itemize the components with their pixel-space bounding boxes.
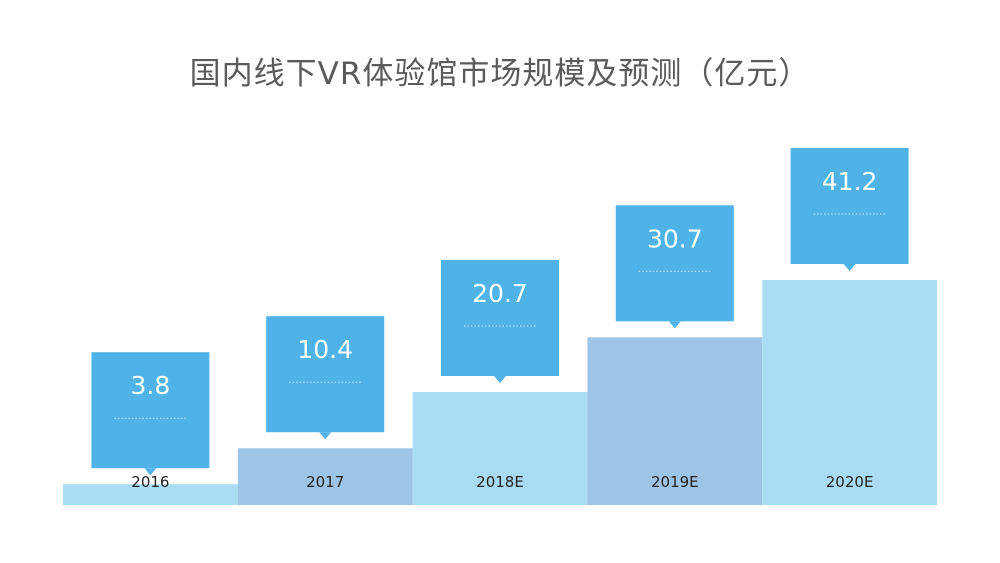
bar-2020E (762, 280, 937, 505)
callout-box-2017 (266, 316, 385, 433)
callout-box-2016 (91, 352, 210, 469)
bar-2017 (237, 448, 413, 505)
data-label-2017: 10.4 (297, 335, 353, 364)
category-label-2020E: 2020E (826, 473, 874, 491)
data-label-2018E: 20.7 (472, 279, 528, 308)
data-label-2016: 3.8 (131, 371, 171, 400)
callout-box-2020E (790, 148, 909, 264)
bar-2016 (63, 484, 238, 505)
callout-pointer-2016 (144, 468, 157, 476)
callout-pointer-2019E (668, 321, 681, 329)
callout-pointer-2020E (843, 264, 856, 271)
callout-pointer-2017 (319, 432, 332, 440)
chart-title: 国内线下VR体验馆市场规模及预测（亿元） (189, 56, 811, 92)
category-label-2018E: 2018E (476, 473, 524, 491)
callout-box-2018E (441, 260, 559, 376)
data-label-2019E: 30.7 (647, 224, 703, 253)
bar-2018E (412, 392, 588, 505)
category-label-2017: 2017 (306, 473, 344, 491)
data-label-2020E: 41.2 (822, 167, 878, 196)
bar-2019E (587, 337, 763, 505)
category-label-2016: 2016 (131, 473, 169, 491)
callout-pointer-2018E (494, 375, 506, 383)
category-label-2019E: 2019E (651, 473, 699, 491)
callout-box-2019E (615, 205, 734, 322)
